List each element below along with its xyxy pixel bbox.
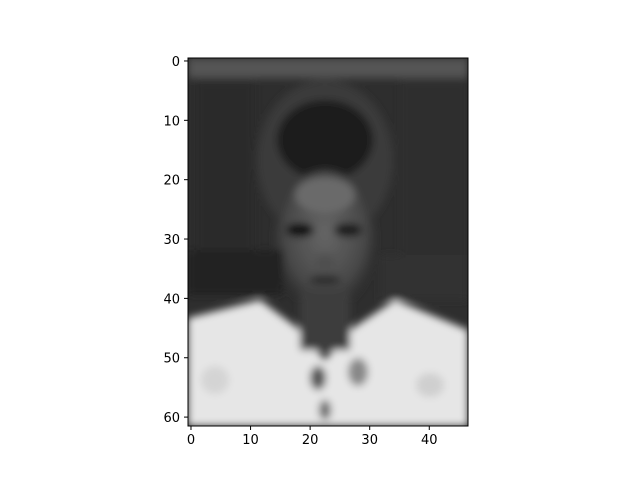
y-axis: 0 10 20 30 40 50 60 xyxy=(163,55,188,426)
face-region xyxy=(275,170,375,310)
image-panel xyxy=(188,58,468,426)
x-tick-label: 20 xyxy=(302,433,319,448)
x-tick-label: 10 xyxy=(242,433,259,448)
y-tick-label: 40 xyxy=(163,292,180,307)
axes-frame xyxy=(187,57,469,427)
x-tick-label: 30 xyxy=(361,433,378,448)
y-tick-label: 20 xyxy=(163,174,180,189)
mouth xyxy=(309,275,341,285)
y-tick-label: 30 xyxy=(163,233,180,248)
y-tick-label: 0 xyxy=(172,55,180,70)
right-eye xyxy=(334,223,362,237)
x-tick-label: 40 xyxy=(421,433,438,448)
y-tick-label: 50 xyxy=(163,352,180,367)
x-tick-label: 0 xyxy=(187,433,195,448)
left-eye xyxy=(286,223,314,237)
x-axis: 0 10 20 30 40 xyxy=(187,426,438,448)
y-tick-label: 10 xyxy=(163,114,180,129)
shirt-region xyxy=(188,300,468,426)
y-tick-label: 60 xyxy=(163,411,180,426)
